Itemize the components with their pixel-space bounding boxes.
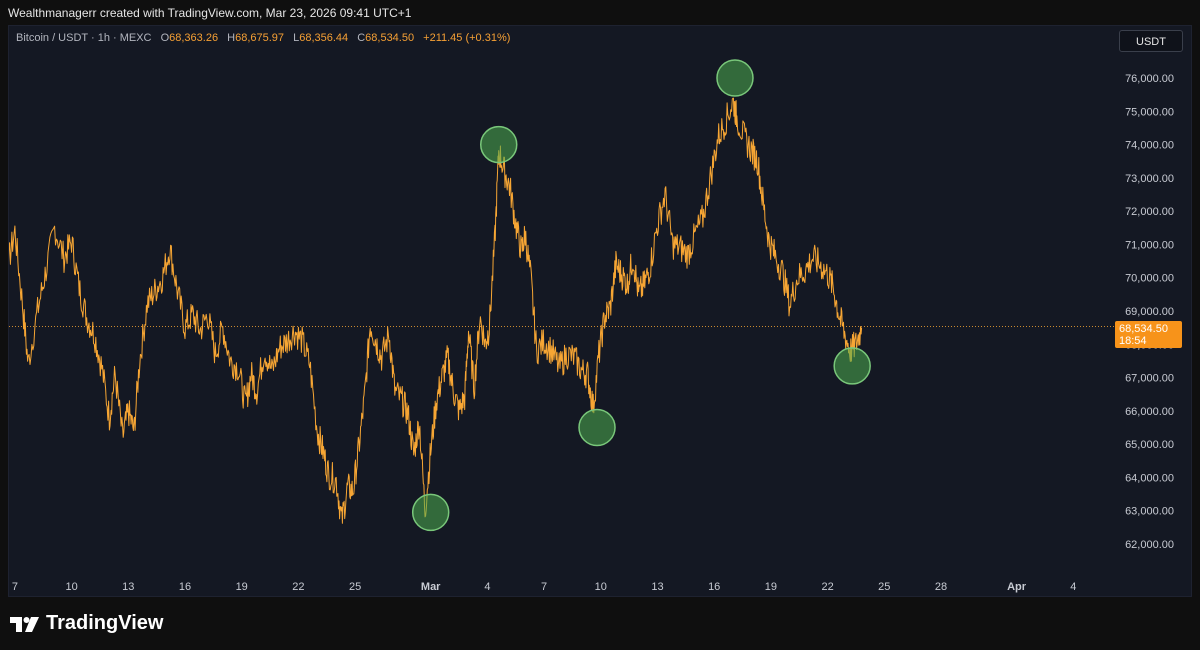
x-tick-label: 22 bbox=[292, 581, 304, 593]
highlight-circle bbox=[479, 125, 518, 164]
price-axis[interactable]: 62,000.00 63,000.00 64,000.00 65,000.00 66,0… bbox=[1125, 73, 1174, 551]
y-tick-label: 67,000.00 bbox=[1125, 373, 1174, 385]
y-tick-label: 70,000.00 bbox=[1125, 273, 1174, 285]
time-axis[interactable]: 7 10 13 16 19 22 25 Mar 4 7 10 13 16 19 22 25 28 Apr 4 bbox=[12, 581, 1077, 593]
x-tick-label: 7 bbox=[12, 581, 18, 593]
currency-button[interactable]: USDT bbox=[1119, 30, 1183, 52]
y-tick-label: 63,000.00 bbox=[1125, 506, 1174, 518]
x-tick-label: 28 bbox=[935, 581, 947, 593]
x-tick-label: 13 bbox=[122, 581, 134, 593]
high-label: H bbox=[227, 32, 236, 44]
x-tick-label: 19 bbox=[236, 581, 248, 593]
markers-layer bbox=[411, 59, 871, 532]
y-tick-label: 64,000.00 bbox=[1125, 472, 1174, 484]
x-tick-label: Apr bbox=[1007, 581, 1027, 593]
highlight-circle bbox=[578, 408, 616, 447]
x-tick-label: 19 bbox=[765, 581, 777, 593]
price-tag-background bbox=[1115, 321, 1182, 348]
plot-layer bbox=[9, 97, 1115, 524]
x-tick-label: 10 bbox=[595, 581, 607, 593]
x-tick-label: 22 bbox=[821, 581, 833, 593]
tradingview-logo-icon bbox=[10, 616, 39, 632]
tradingview-logo[interactable]: TradingView bbox=[10, 612, 163, 635]
y-tick-label: 65,000.00 bbox=[1125, 439, 1174, 451]
y-tick-label: 71,000.00 bbox=[1125, 239, 1174, 251]
x-tick-label: 13 bbox=[651, 581, 663, 593]
low-value: 68,356.44 bbox=[299, 32, 349, 44]
highlight-circle bbox=[411, 493, 450, 532]
open-label: O bbox=[160, 32, 170, 44]
open-value: 68,363.26 bbox=[169, 32, 219, 44]
tradingview-brand: TradingView bbox=[46, 612, 164, 634]
price-tag-countdown: 18:54 bbox=[1119, 335, 1147, 347]
highlight-circle bbox=[833, 347, 871, 385]
y-tick-label: 69,000.00 bbox=[1125, 306, 1174, 318]
y-tick-label: 76,000.00 bbox=[1125, 73, 1174, 85]
highlight-circle bbox=[716, 59, 754, 97]
symbol-legend: Bitcoin / USDT · 1h · MEXC O68,363.26 H6… bbox=[16, 32, 510, 44]
price-chart[interactable]: 62,000.00 63,000.00 64,000.00 65,000.00 66,0… bbox=[9, 26, 1193, 598]
x-tick-label: 16 bbox=[179, 581, 191, 593]
x-tick-label: 16 bbox=[708, 581, 720, 593]
x-tick-label: 10 bbox=[65, 581, 77, 593]
y-tick-label: 73,000.00 bbox=[1125, 173, 1174, 185]
x-tick-label: Mar bbox=[421, 581, 441, 593]
x-tick-label: 7 bbox=[541, 581, 547, 593]
y-tick-label: 72,000.00 bbox=[1125, 206, 1174, 218]
chart-credit: Wealthmanagerr created with TradingView.… bbox=[8, 6, 412, 20]
close-label: C bbox=[357, 32, 366, 44]
low-label: L bbox=[293, 32, 300, 44]
y-tick-label: 74,000.00 bbox=[1125, 140, 1174, 152]
x-tick-label: 4 bbox=[1070, 581, 1076, 593]
x-tick-label: 25 bbox=[349, 581, 361, 593]
change-value: +211.45 (+0.31%) bbox=[423, 32, 511, 44]
x-tick-label: 4 bbox=[484, 581, 490, 593]
chart-panel[interactable]: 62,000.00 63,000.00 64,000.00 65,000.00 66,0… bbox=[8, 25, 1192, 597]
price-tag-price: 68,534.50 bbox=[1119, 323, 1168, 335]
y-tick-label: 75,000.00 bbox=[1125, 106, 1174, 118]
y-tick-label: 62,000.00 bbox=[1125, 539, 1174, 551]
price-tag: 68,534.50 18:54 bbox=[1115, 321, 1182, 348]
high-value: 68,675.97 bbox=[235, 32, 285, 44]
symbol-name[interactable]: Bitcoin / USDT · 1h · MEXC bbox=[16, 32, 152, 44]
y-tick-label: 66,000.00 bbox=[1125, 406, 1174, 418]
close-value: 68,534.50 bbox=[365, 32, 415, 44]
x-tick-label: 25 bbox=[878, 581, 890, 593]
price-series-line bbox=[9, 97, 863, 524]
